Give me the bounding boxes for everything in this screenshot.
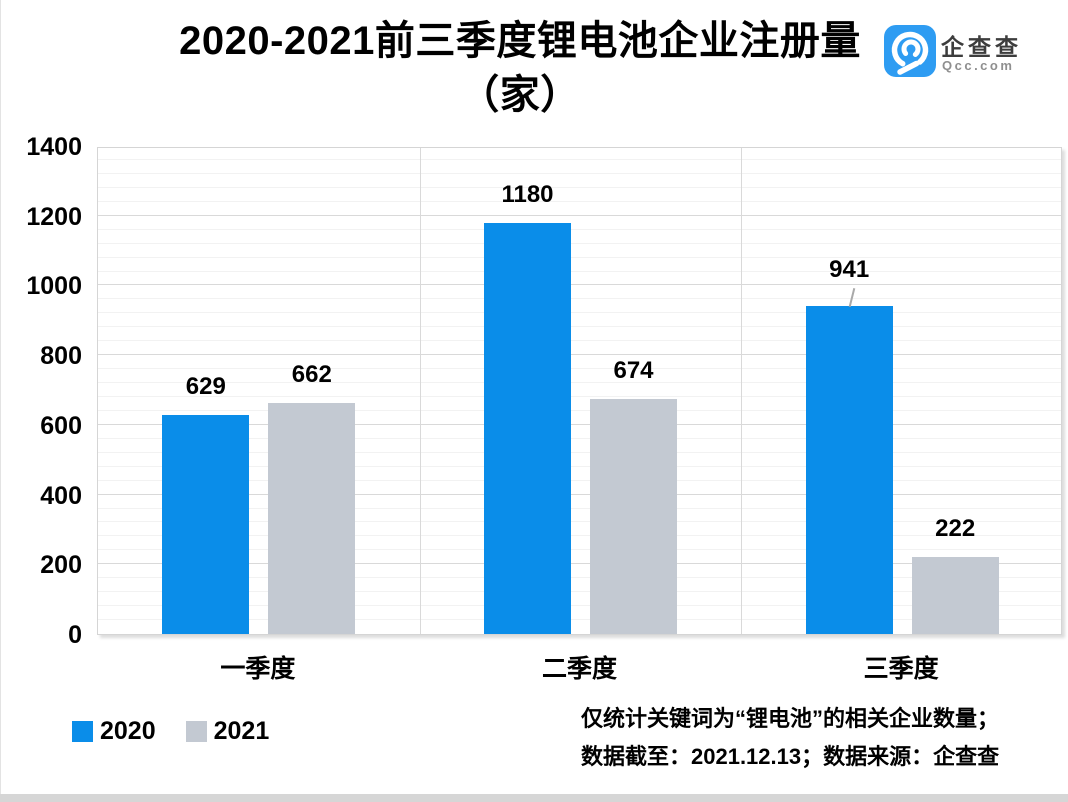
y-tick-label: 400 [40,481,82,510]
gridline-minor [98,507,1061,509]
gridline-major [98,493,1061,495]
value-label-2020-三季度: 941 [829,255,870,283]
plot-area: 629 1180 941 662 674 222 [97,147,1062,635]
gridline-minor [98,158,1061,160]
qcc-logo-icon [884,25,936,77]
gridline-minor [98,535,1061,537]
bar-2021-一季度 [268,403,356,634]
qcc-logo-domain: Qcc.com [942,58,1015,73]
gridline-major [98,423,1061,425]
gridline-minor [98,465,1061,467]
gridline-major [98,563,1061,565]
legend-item-2020: 2020 [72,719,156,744]
y-tick-label: 1200 [26,202,82,231]
qcc-logo-name: 企查查 [941,34,1022,60]
gridline-minor [98,326,1061,328]
gridline-minor [98,521,1061,523]
gridline-minor [98,200,1061,202]
legend-label-2020: 2020 [100,717,156,745]
x-axis-label-三季度: 三季度 [863,655,939,683]
value-label-2021-一季度: 662 [291,361,332,389]
legend-item-2021: 2021 [185,717,270,745]
y-tick-label: 1400 [26,133,82,161]
gridline-minor [98,340,1061,342]
legend: 2020 2021 [72,719,269,744]
legend-swatch-2020 [72,721,93,742]
gridline-major [98,354,1061,356]
x-axis-label-二季度: 二季度 [541,655,617,683]
bar-2021-三季度 [911,556,999,634]
value-label-2021-三季度: 222 [935,514,976,542]
gridline-minor [98,451,1061,453]
gridline-minor [98,270,1061,272]
bar-2020-三季度 [805,306,893,634]
gridline-minor [98,256,1061,258]
gridline-minor [98,591,1061,593]
gridline-vertical [419,148,421,634]
value-label-2021-二季度: 674 [613,357,654,385]
gridline-minor [98,172,1061,174]
bar-2020-一季度 [162,414,250,634]
gridline-minor [98,395,1061,397]
chart-title: 2020-2021前三季度锂电池企业注册量 （家） [0,14,1040,122]
gridline-minor [98,437,1061,439]
chart-title-line2: （家） [459,73,581,117]
gridline-minor [98,577,1061,579]
y-tick-label: 600 [40,411,82,440]
gridline-minor [98,479,1061,481]
y-tick-label: 200 [40,551,82,580]
page-bottom-strip [0,794,1068,802]
legend-swatch-2021 [185,721,207,742]
gridline-minor [98,186,1061,188]
gridline-major [98,214,1061,216]
gridline-minor [98,409,1061,411]
value-label-2020-二季度: 1180 [501,180,554,208]
y-tick-label: 0 [68,621,82,649]
gridline-minor [98,298,1061,300]
gridline-minor [98,382,1061,384]
bar-2021-二季度 [590,399,677,634]
bar-2020-二季度 [484,222,571,634]
gridline-minor [98,368,1061,370]
gridline-minor [98,549,1061,551]
page-left-edge [0,0,1,802]
qcc-logo: 企查查 Qcc.com [884,25,1044,79]
gridline-minor [98,605,1061,607]
footer-note-line2: 数据截至：2021.12.13；数据来源：企查查 [581,744,1000,769]
gridline-minor [98,242,1061,244]
y-tick-label: 800 [40,342,82,371]
gridline-major [98,284,1061,286]
gridline-minor [98,228,1061,230]
chart-title-line1: 2020-2021前三季度锂电池企业注册量 [179,19,861,63]
gridline-minor [98,619,1061,621]
value-label-2020-一季度: 629 [185,372,226,400]
gridline-vertical [741,148,743,634]
gridline-minor [98,312,1061,314]
footer-note-line1: 仅统计关键词为“锂电池”的相关企业数量； [581,706,1000,731]
footer-note: 仅统计关键词为“锂电池”的相关企业数量； 数据截至：2021.12.13；数据来… [581,700,999,776]
x-axis-label-一季度: 一季度 [220,655,296,683]
legend-label-2021: 2021 [213,717,270,745]
y-tick-label: 1000 [26,272,82,301]
